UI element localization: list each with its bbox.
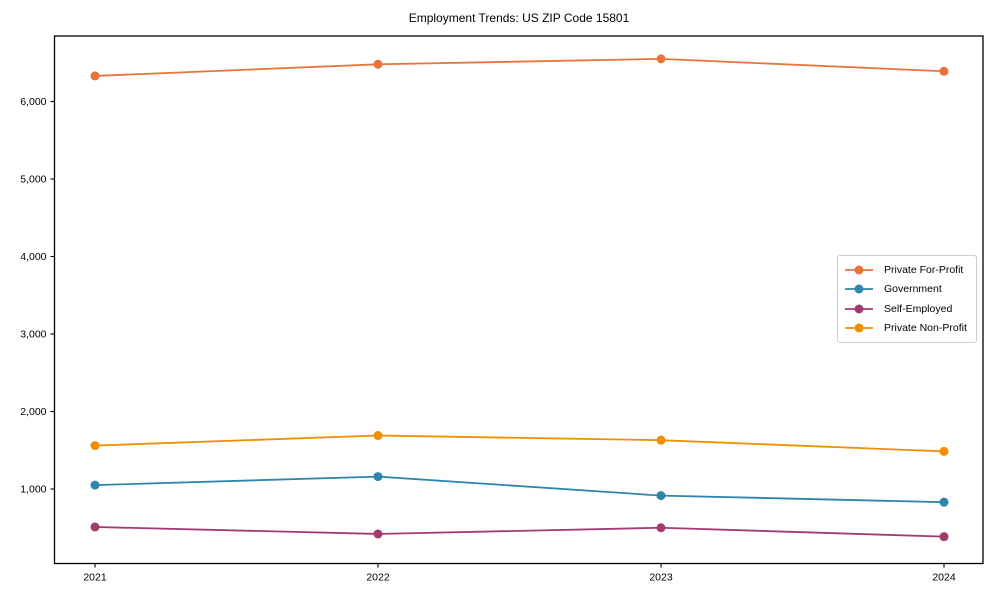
series-line-self-employed xyxy=(94,526,945,538)
legend-label: Government xyxy=(884,283,942,296)
legend-line-marker-icon xyxy=(845,323,873,333)
legend-row: Private Non-Profit xyxy=(838,319,976,339)
data-point xyxy=(373,529,383,539)
plot-border xyxy=(53,35,984,565)
legend-label: Private For-Profit xyxy=(884,263,964,276)
legend: Private For-Profit Government Self-Employe… xyxy=(837,255,977,343)
data-point xyxy=(656,435,666,445)
data-point xyxy=(656,54,666,64)
legend-label: Self-Employed xyxy=(884,302,953,315)
legend-label: Private Non-Profit xyxy=(884,322,967,335)
x-tick-label: 2021 xyxy=(83,572,107,584)
data-point xyxy=(373,59,383,69)
legend-row: Private For-Profit xyxy=(838,260,976,280)
data-point xyxy=(939,446,949,456)
data-point xyxy=(939,66,949,76)
series-line-government xyxy=(94,475,945,504)
data-point xyxy=(656,491,666,501)
data-point xyxy=(90,441,100,451)
chart-title: Employment Trends: US ZIP Code 15801 xyxy=(408,11,630,25)
legend-row: Self-Employed xyxy=(838,299,976,319)
data-point xyxy=(939,497,949,507)
data-point xyxy=(373,431,383,441)
y-tick-label: 5,000 xyxy=(20,174,46,186)
data-point xyxy=(373,472,383,482)
legend-line-marker-icon xyxy=(845,304,873,314)
x-tick-label: 2024 xyxy=(932,572,956,584)
data-point xyxy=(656,523,666,533)
series-line-private-non-profit xyxy=(94,434,945,453)
legend-line-marker-icon xyxy=(845,284,873,294)
data-point xyxy=(90,480,100,490)
y-tick-label: 6,000 xyxy=(20,96,46,108)
data-point xyxy=(939,532,949,542)
legend-line-marker-icon xyxy=(845,265,873,275)
legend-row: Government xyxy=(838,280,976,300)
y-tick-label: 4,000 xyxy=(20,251,46,263)
data-point xyxy=(90,71,100,81)
y-tick-label: 2,000 xyxy=(20,406,46,418)
y-tick-label: 3,000 xyxy=(20,329,46,341)
y-tick-label: 1,000 xyxy=(20,484,46,496)
x-tick-label: 2022 xyxy=(366,572,390,584)
x-tick-label: 2023 xyxy=(649,572,673,584)
series-line-private-for-profit xyxy=(94,57,945,77)
data-point xyxy=(90,522,100,532)
